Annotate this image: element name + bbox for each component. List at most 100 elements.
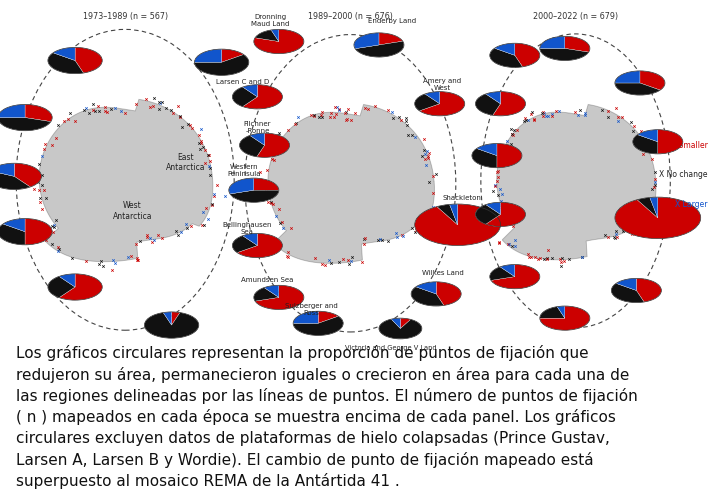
Polygon shape [497, 105, 656, 259]
Wedge shape [230, 190, 279, 202]
Wedge shape [48, 276, 75, 298]
Wedge shape [391, 318, 400, 329]
Wedge shape [194, 49, 222, 62]
Wedge shape [420, 92, 465, 116]
Wedge shape [485, 92, 500, 104]
Wedge shape [415, 204, 500, 246]
Wedge shape [450, 204, 458, 225]
Wedge shape [293, 316, 343, 335]
Text: Amery and
West: Amery and West [423, 78, 461, 91]
Wedge shape [495, 43, 515, 55]
Wedge shape [318, 311, 338, 324]
Wedge shape [250, 133, 265, 145]
Wedge shape [254, 288, 279, 301]
Text: Amundsen Sea: Amundsen Sea [241, 277, 294, 283]
Wedge shape [254, 30, 304, 54]
Wedge shape [144, 313, 199, 338]
Text: Enderby Land: Enderby Land [368, 18, 416, 24]
Wedge shape [0, 224, 25, 245]
Wedge shape [485, 203, 500, 214]
Wedge shape [615, 197, 701, 239]
Wedge shape [271, 30, 279, 41]
Wedge shape [611, 284, 644, 302]
Wedge shape [650, 197, 658, 218]
Wedge shape [615, 71, 640, 83]
Wedge shape [242, 234, 257, 246]
Polygon shape [268, 105, 434, 263]
Wedge shape [222, 49, 244, 62]
Text: Filchner
-Ronne: Filchner -Ronne [244, 122, 271, 134]
Polygon shape [39, 100, 212, 261]
Text: X Smaller: X Smaller [671, 141, 708, 150]
Wedge shape [255, 30, 279, 41]
Wedge shape [540, 306, 590, 330]
Wedge shape [293, 311, 318, 324]
Wedge shape [616, 279, 636, 290]
Text: redujeron su área, permanecieron iguales o crecieron en área para cada una de: redujeron su área, permanecieron iguales… [16, 367, 629, 383]
Text: 1973–1989 (n = 567): 1973–1989 (n = 567) [82, 12, 168, 21]
Wedge shape [485, 203, 526, 226]
Wedge shape [475, 94, 500, 115]
Wedge shape [232, 87, 257, 107]
Wedge shape [379, 33, 403, 45]
Text: superpuesto al mosaico REMA de la Antártida 41 .: superpuesto al mosaico REMA de la Antárt… [16, 473, 400, 490]
Text: Western
Peninsula: Western Peninsula [228, 165, 261, 177]
Wedge shape [379, 319, 422, 339]
Wedge shape [400, 318, 410, 329]
Wedge shape [257, 133, 290, 157]
Wedge shape [237, 234, 282, 257]
Text: Sulzberger and
Ross: Sulzberger and Ross [285, 303, 337, 316]
Text: X Larger: X Larger [676, 200, 708, 208]
Wedge shape [638, 130, 658, 142]
Wedge shape [75, 47, 102, 73]
Text: Bellinghausen
Sea: Bellinghausen Sea [222, 222, 272, 235]
Wedge shape [53, 47, 75, 61]
Wedge shape [25, 218, 52, 245]
Wedge shape [437, 205, 458, 225]
Wedge shape [232, 236, 257, 252]
Wedge shape [354, 33, 379, 49]
Wedge shape [515, 43, 540, 67]
Wedge shape [242, 85, 282, 109]
Wedge shape [565, 37, 590, 52]
Text: X No change: X No change [659, 170, 708, 179]
Wedge shape [493, 92, 526, 116]
Wedge shape [636, 279, 661, 302]
Wedge shape [0, 163, 14, 176]
Text: circulares excluyen datos de plataformas de hielo colapsadas (Prince Gustav,: circulares excluyen datos de plataformas… [16, 431, 610, 446]
Wedge shape [540, 307, 565, 318]
Wedge shape [3, 218, 25, 232]
Wedge shape [497, 144, 522, 168]
Wedge shape [59, 274, 102, 300]
Text: East
Antarctica: East Antarctica [166, 153, 206, 172]
Wedge shape [0, 104, 25, 118]
Wedge shape [640, 71, 665, 90]
Text: Larsen A, Larsen B y Wordie). El cambio de punto de fijación mapeado está: Larsen A, Larsen B y Wordie). El cambio … [16, 452, 593, 468]
Wedge shape [658, 130, 683, 154]
Wedge shape [490, 267, 515, 281]
Wedge shape [633, 135, 658, 154]
Wedge shape [0, 118, 51, 131]
Wedge shape [14, 163, 41, 187]
Wedge shape [436, 282, 461, 305]
Wedge shape [25, 104, 52, 122]
Wedge shape [540, 37, 565, 48]
Text: West
Antarctica: West Antarctica [112, 201, 152, 221]
Wedge shape [254, 178, 279, 190]
Wedge shape [500, 265, 515, 277]
Text: Wilkes Land: Wilkes Land [423, 270, 464, 276]
Wedge shape [477, 144, 497, 156]
Wedge shape [425, 92, 440, 104]
Text: las regiones delineadas por las líneas de puntos. El número de puntos de fijació: las regiones delineadas por las líneas d… [16, 388, 638, 404]
Wedge shape [490, 48, 523, 67]
Wedge shape [163, 312, 172, 325]
Wedge shape [411, 287, 444, 306]
Text: Shackleton: Shackleton [443, 195, 481, 201]
Wedge shape [59, 274, 75, 287]
Wedge shape [264, 286, 279, 297]
Wedge shape [637, 198, 658, 218]
Wedge shape [416, 282, 436, 294]
Wedge shape [475, 205, 500, 224]
Wedge shape [240, 135, 265, 157]
Wedge shape [557, 306, 565, 318]
